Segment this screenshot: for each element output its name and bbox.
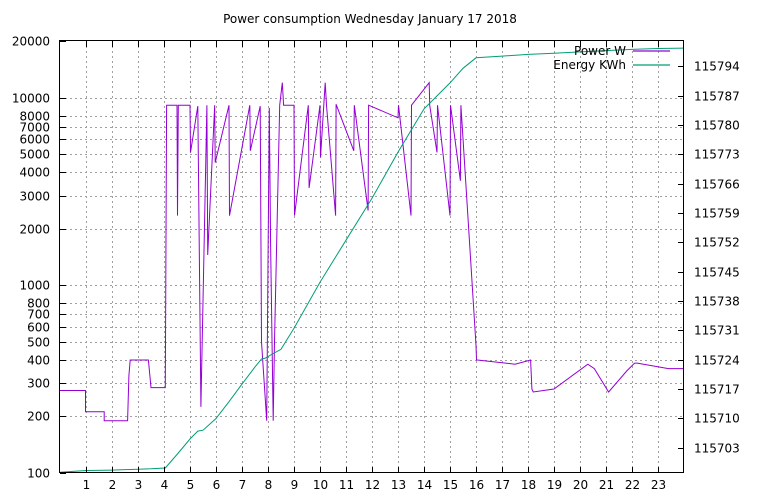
x-tick-label: 18 — [521, 478, 536, 492]
y-tick-label: 100 — [27, 467, 50, 481]
x-tick-label: 8 — [265, 478, 273, 492]
y-tick-label: 7000 — [19, 121, 50, 135]
legend-label-power: Power W — [574, 44, 626, 58]
series-layer — [59, 47, 685, 473]
y2-tick-label: 115766 — [694, 178, 740, 192]
x-tick-label: 6 — [213, 478, 221, 492]
y-tick-label: 200 — [27, 410, 50, 424]
x-tick-label: 13 — [391, 478, 406, 492]
x-tick-label: 22 — [625, 478, 640, 492]
y2-tick-label: 115780 — [694, 119, 740, 133]
y-tick-label: 800 — [27, 297, 50, 311]
x-tick-label: 2 — [109, 478, 117, 492]
y-tick-label: 6000 — [19, 133, 50, 147]
y2-tick-label: 115759 — [694, 207, 740, 221]
x-tick-label: 15 — [443, 478, 458, 492]
y-tick-label: 2000 — [19, 223, 50, 237]
x-tick-label: 9 — [291, 478, 299, 492]
x-tick-label: 19 — [547, 478, 562, 492]
x-tick-label: 4 — [161, 478, 169, 492]
y-tick-label: 300 — [27, 377, 50, 391]
x-tick-label: 20 — [573, 478, 588, 492]
y2-tick-label: 115738 — [694, 295, 740, 309]
y2-tick-label: 115794 — [694, 60, 740, 74]
legend-label-energy: Energy KWh — [553, 58, 626, 72]
y-tick-label: 500 — [27, 336, 50, 350]
x-tick-label: 14 — [417, 478, 432, 492]
y2-tick-label: 115724 — [694, 354, 740, 368]
y2-tick-label: 115717 — [694, 383, 740, 397]
x-tick-label: 3 — [135, 478, 143, 492]
y2-tick-label: 115731 — [694, 324, 740, 338]
plot-frame — [59, 40, 684, 473]
y-tick-label: 3000 — [19, 190, 50, 204]
y-tick-label: 4000 — [19, 166, 50, 180]
x-tick-label: 12 — [365, 478, 380, 492]
chart-title: Power consumption Wednesday January 17 2… — [223, 12, 517, 26]
x-tick-label: 10 — [313, 478, 328, 492]
axes: 1 2 3 4 5 6 7 8 9 10 11 12 13 14 15 16 17 18 19 20 21 22 23100… — [12, 35, 740, 493]
x-tick-label: 23 — [651, 478, 666, 492]
y-tick-label: 400 — [27, 354, 50, 368]
y-tick-label: 5000 — [19, 148, 50, 162]
series-line-energy — [59, 47, 685, 473]
y2-tick-label: 115745 — [694, 266, 740, 280]
y-tick-label: 700 — [27, 308, 50, 322]
y-tick-label: 1000 — [19, 279, 50, 293]
y2-tick-label: 115703 — [694, 442, 740, 456]
y-tick-label: 20000 — [12, 35, 50, 49]
x-tick-label: 17 — [495, 478, 510, 492]
x-tick-label: 21 — [599, 478, 614, 492]
series-line-power — [60, 81, 684, 422]
y-tick-label: 600 — [27, 321, 50, 335]
y2-tick-label: 115752 — [694, 236, 740, 250]
x-tick-label: 7 — [239, 478, 247, 492]
x-tick-label: 11 — [339, 478, 354, 492]
grid — [60, 41, 684, 473]
x-tick-label: 5 — [187, 478, 195, 492]
x-tick-label: 16 — [469, 478, 484, 492]
y-tick-label: 10000 — [12, 92, 50, 106]
legend: Power W Energy KWh — [553, 44, 670, 72]
y2-tick-label: 115787 — [694, 90, 740, 104]
y-tick-label: 8000 — [19, 110, 50, 124]
y2-tick-label: 115710 — [694, 412, 740, 426]
y2-tick-label: 115773 — [694, 148, 740, 162]
x-tick-label: 1 — [83, 478, 91, 492]
